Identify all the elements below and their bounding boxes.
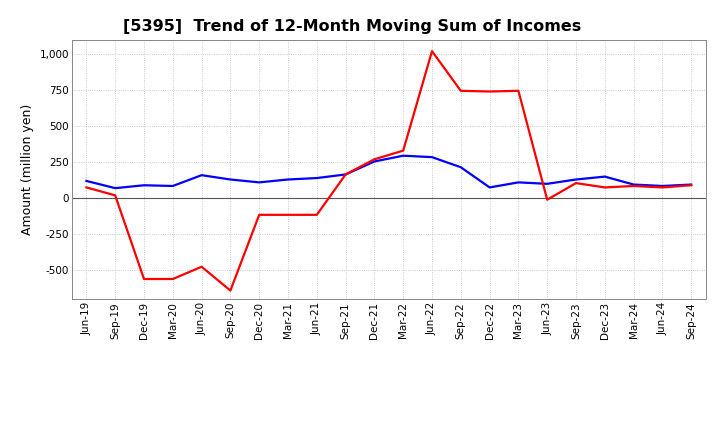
Ordinary Income [255,180,264,185]
Text: [5395]  Trend of 12-Month Moving Sum of Incomes: [5395] Trend of 12-Month Moving Sum of I… [122,19,581,34]
Ordinary Income [629,182,638,187]
Ordinary Income [485,185,494,190]
Ordinary Income [514,180,523,185]
Net Income [82,185,91,190]
Net Income [111,193,120,198]
Ordinary Income [687,182,696,187]
Net Income [428,48,436,54]
Net Income [140,276,148,282]
Net Income [456,88,465,93]
Line: Ordinary Income: Ordinary Income [86,156,691,188]
Ordinary Income [140,183,148,188]
Ordinary Income [168,183,177,189]
Ordinary Income [572,177,580,182]
Net Income [514,88,523,93]
Net Income [370,157,379,162]
Net Income [658,185,667,190]
Net Income [629,183,638,189]
Ordinary Income [600,174,609,179]
Ordinary Income [111,186,120,191]
Line: Net Income: Net Income [86,51,691,290]
Ordinary Income [428,154,436,160]
Net Income [255,212,264,217]
Net Income [341,172,350,177]
Net Income [600,185,609,190]
Net Income [284,212,292,217]
Net Income [312,212,321,217]
Ordinary Income [341,172,350,177]
Net Income [399,148,408,153]
Ordinary Income [226,177,235,182]
Ordinary Income [284,177,292,182]
Net Income [687,183,696,188]
Net Income [226,288,235,293]
Ordinary Income [399,153,408,158]
Net Income [572,180,580,186]
Y-axis label: Amount (million yen): Amount (million yen) [21,104,34,235]
Net Income [168,276,177,282]
Net Income [197,264,206,269]
Ordinary Income [370,159,379,164]
Ordinary Income [658,183,667,189]
Ordinary Income [197,172,206,178]
Net Income [543,197,552,202]
Net Income [485,89,494,94]
Ordinary Income [543,181,552,187]
Ordinary Income [456,165,465,170]
Ordinary Income [82,178,91,183]
Ordinary Income [312,176,321,181]
